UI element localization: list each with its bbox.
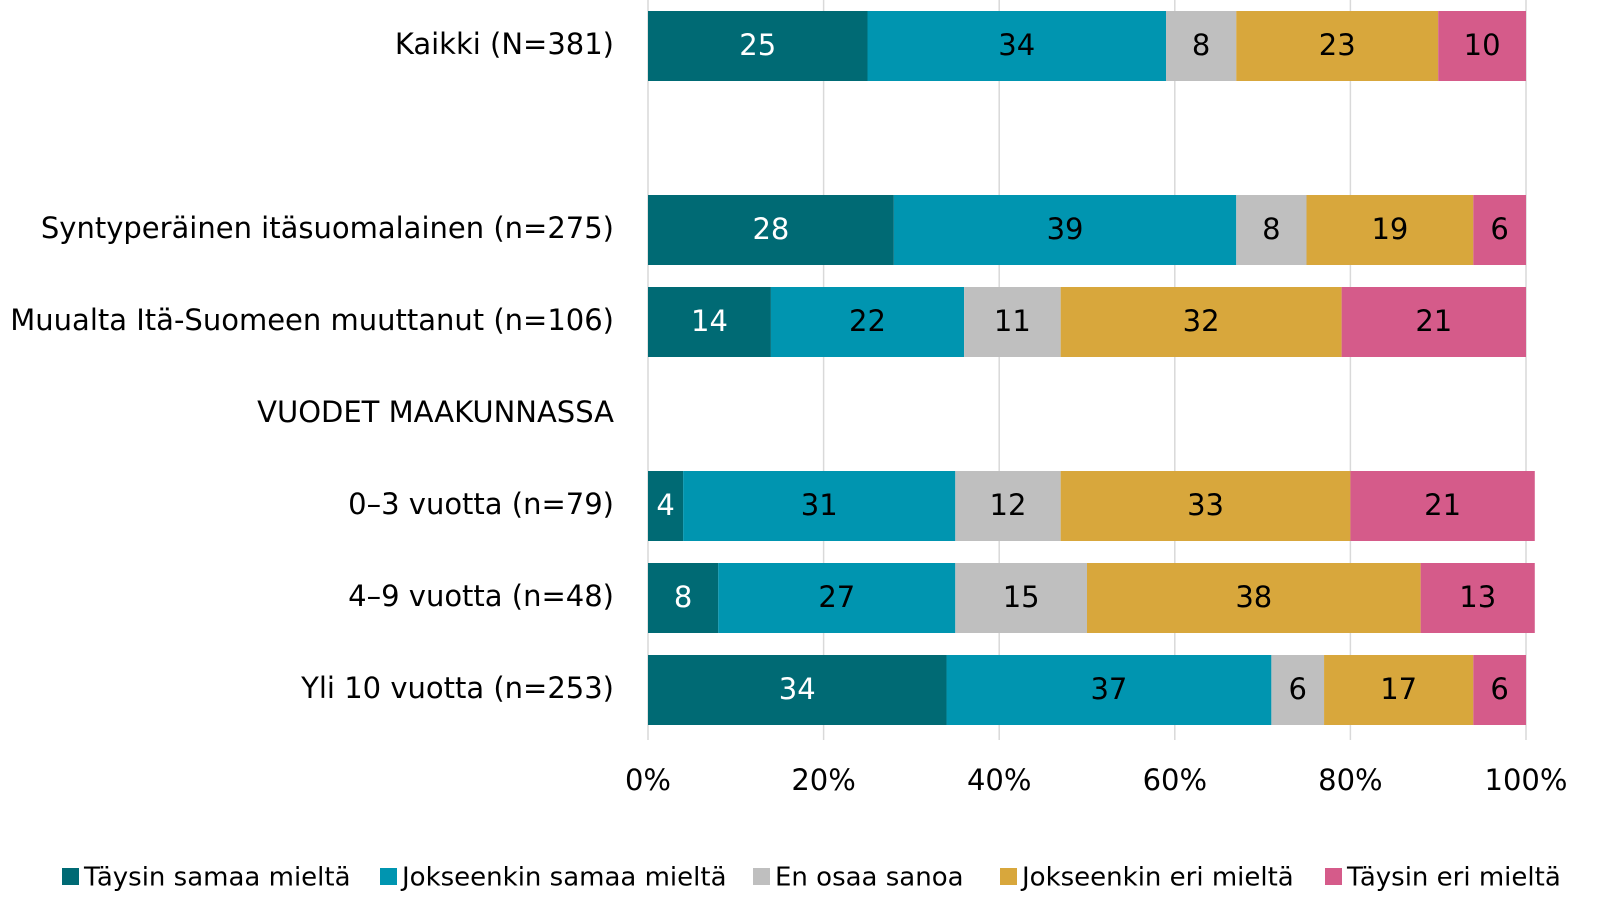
bar-segment — [648, 563, 719, 633]
bar-segment — [1060, 471, 1351, 541]
bar-segment — [964, 287, 1061, 357]
category-label: Syntyperäinen itäsuomalainen (n=275) — [41, 211, 614, 245]
x-tick-label: 40% — [967, 763, 1031, 797]
data-label: 38 — [1235, 580, 1272, 614]
bar-segment — [955, 471, 1061, 541]
bar-segment — [1306, 195, 1474, 265]
category-label: 0–3 vuotta (n=79) — [348, 487, 614, 521]
data-label: 19 — [1371, 212, 1408, 246]
x-tick-label: 20% — [791, 763, 855, 797]
data-label: 8 — [674, 580, 692, 614]
data-label: 27 — [818, 580, 855, 614]
x-tick-label: 60% — [1143, 763, 1207, 797]
data-label: 22 — [849, 304, 886, 338]
bar-segment — [648, 655, 947, 725]
bar-segment — [1473, 655, 1526, 725]
data-label: 8 — [1192, 28, 1210, 62]
data-label: 15 — [1003, 580, 1040, 614]
bar-segment — [1324, 655, 1474, 725]
data-label: 34 — [779, 672, 816, 706]
data-label: 25 — [739, 28, 776, 62]
data-label: 6 — [1490, 212, 1508, 246]
data-label: 32 — [1183, 304, 1220, 338]
data-label: 28 — [752, 212, 789, 246]
bar-segment — [955, 563, 1087, 633]
legend-swatch — [62, 868, 79, 885]
data-label: 14 — [691, 304, 728, 338]
bar-segment — [718, 563, 956, 633]
data-label: 23 — [1319, 28, 1356, 62]
bar-segment — [1236, 195, 1307, 265]
data-label: 4 — [656, 488, 674, 522]
category-label: Kaikki (N=381) — [395, 27, 614, 61]
bar-segment — [1166, 11, 1237, 81]
legend-swatch — [753, 868, 770, 885]
bar-segment — [1420, 563, 1535, 633]
bar-segment — [648, 471, 684, 541]
x-tick-label: 80% — [1318, 763, 1382, 797]
bar-segment — [1087, 563, 1421, 633]
data-label: 31 — [801, 488, 838, 522]
data-label: 21 — [1415, 304, 1452, 338]
bar-segment — [648, 195, 894, 265]
bar-segment — [1350, 471, 1535, 541]
data-label: 34 — [998, 28, 1035, 62]
bar-segment — [1236, 11, 1439, 81]
category-label: VUODET MAAKUNNASSA — [257, 395, 614, 429]
legend-label: Jokseenkin samaa mieltä — [400, 863, 727, 893]
legend-label: En osaa sanoa — [775, 863, 964, 893]
data-label: 6 — [1288, 672, 1306, 706]
x-tick-label: 0% — [625, 763, 671, 797]
data-label: 37 — [1090, 672, 1127, 706]
legend-label: Täysin eri mieltä — [1346, 863, 1561, 893]
bar-segment — [1438, 11, 1526, 81]
bar-segment — [1271, 655, 1325, 725]
data-label: 10 — [1464, 28, 1501, 62]
x-tick-label: 100% — [1485, 763, 1568, 797]
bar-segment — [1473, 195, 1526, 265]
data-label: 11 — [994, 304, 1031, 338]
category-label: 4–9 vuotta (n=48) — [348, 579, 614, 613]
category-label: Yli 10 vuotta (n=253) — [300, 671, 614, 705]
legend-label: Jokseenkin eri mieltä — [1020, 863, 1294, 893]
category-label: Muualta Itä-Suomeen muuttanut (n=106) — [10, 303, 614, 337]
legend-swatch — [1325, 868, 1342, 885]
data-label: 33 — [1187, 488, 1224, 522]
bar-segment — [893, 195, 1237, 265]
data-label: 6 — [1490, 672, 1508, 706]
bar-segment — [1060, 287, 1342, 357]
bar-segment — [648, 287, 771, 357]
bar-segment — [648, 11, 868, 81]
bar-segment — [683, 471, 956, 541]
legend-label: Täysin samaa mieltä — [83, 863, 351, 893]
data-label: 17 — [1380, 672, 1417, 706]
data-label: 39 — [1047, 212, 1084, 246]
data-label: 12 — [990, 488, 1027, 522]
legend-swatch — [380, 868, 397, 885]
data-label: 21 — [1424, 488, 1461, 522]
bar-segment — [1341, 287, 1526, 357]
data-label: 13 — [1459, 580, 1496, 614]
legend-swatch — [1000, 868, 1017, 885]
bar-segment — [867, 11, 1167, 81]
bar-segment — [946, 655, 1272, 725]
bar-segment — [770, 287, 965, 357]
data-label: 8 — [1262, 212, 1280, 246]
